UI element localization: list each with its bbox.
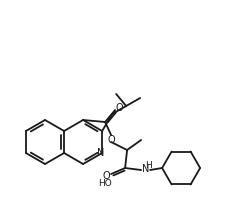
Text: O: O xyxy=(115,103,123,113)
Text: O: O xyxy=(102,171,110,181)
Text: H: H xyxy=(145,161,152,169)
Text: N: N xyxy=(97,148,105,158)
Text: O: O xyxy=(107,135,115,145)
Text: N: N xyxy=(142,164,150,174)
Text: HO: HO xyxy=(98,179,112,189)
